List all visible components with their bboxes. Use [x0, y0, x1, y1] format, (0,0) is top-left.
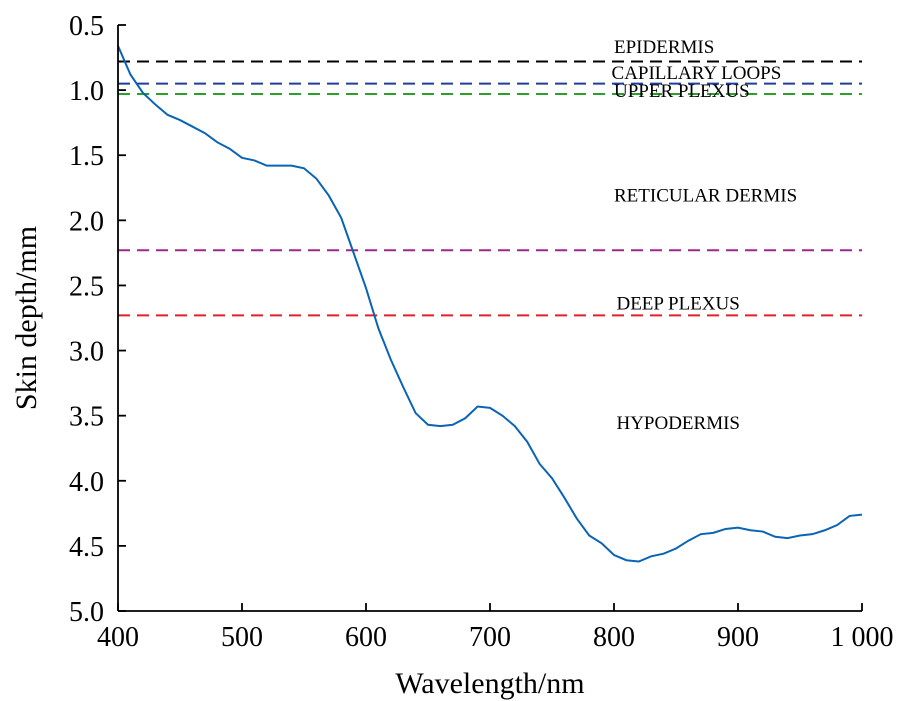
- layer-boundaries: [118, 60, 862, 317]
- x-axis-ticks: 400 500 600 700 800 900 1 000: [97, 603, 894, 653]
- axes: [117, 25, 862, 612]
- y-tick-label-4: 2.5: [69, 271, 104, 302]
- layer-label-1: CAPILLARY LOOPS: [612, 63, 782, 84]
- y-tick-label-0: 0.5: [69, 11, 104, 42]
- y-tick-label-9: 5.0: [69, 597, 104, 628]
- series-line-0: [117, 45, 863, 563]
- layer-label-5: HYPODERMIS: [616, 413, 740, 434]
- y-tick-label-5: 3.0: [69, 337, 104, 368]
- layer-label-3: RETICULAR DERMIS: [614, 185, 797, 206]
- series-group: [117, 45, 863, 563]
- y-axis-label: Skin depth/mm: [10, 226, 43, 410]
- layer-label-4: DEEP PLEXUS: [616, 293, 739, 314]
- y-tick-label-8: 4.5: [69, 532, 104, 563]
- y-tick-label-6: 3.5: [69, 402, 104, 433]
- y-tick-label-3: 2.0: [69, 206, 104, 237]
- layer-label-2: UPPER PLEXUS: [614, 81, 750, 102]
- x-tick-label-3: 700: [469, 622, 511, 653]
- x-tick-label-4: 800: [593, 622, 635, 653]
- x-tick-label-1: 500: [221, 622, 263, 653]
- x-tick-label-5: 900: [717, 622, 759, 653]
- x-axis-label: Wavelength/nm: [395, 667, 584, 700]
- y-tick-label-2: 1.5: [69, 141, 104, 172]
- y-tick-label-7: 4.0: [69, 467, 104, 498]
- x-tick-label-2: 600: [345, 622, 387, 653]
- x-tick-label-0: 400: [97, 622, 139, 653]
- y-axis-ticks: 0.5 1.0 1.5 2.0 2.5 3.0 3.5 4.0 4.5 5.0: [69, 11, 126, 628]
- x-tick-label-6: 1 000: [831, 622, 894, 653]
- layer-label-0: EPIDERMIS: [614, 37, 714, 58]
- y-tick-label-1: 1.0: [69, 76, 104, 107]
